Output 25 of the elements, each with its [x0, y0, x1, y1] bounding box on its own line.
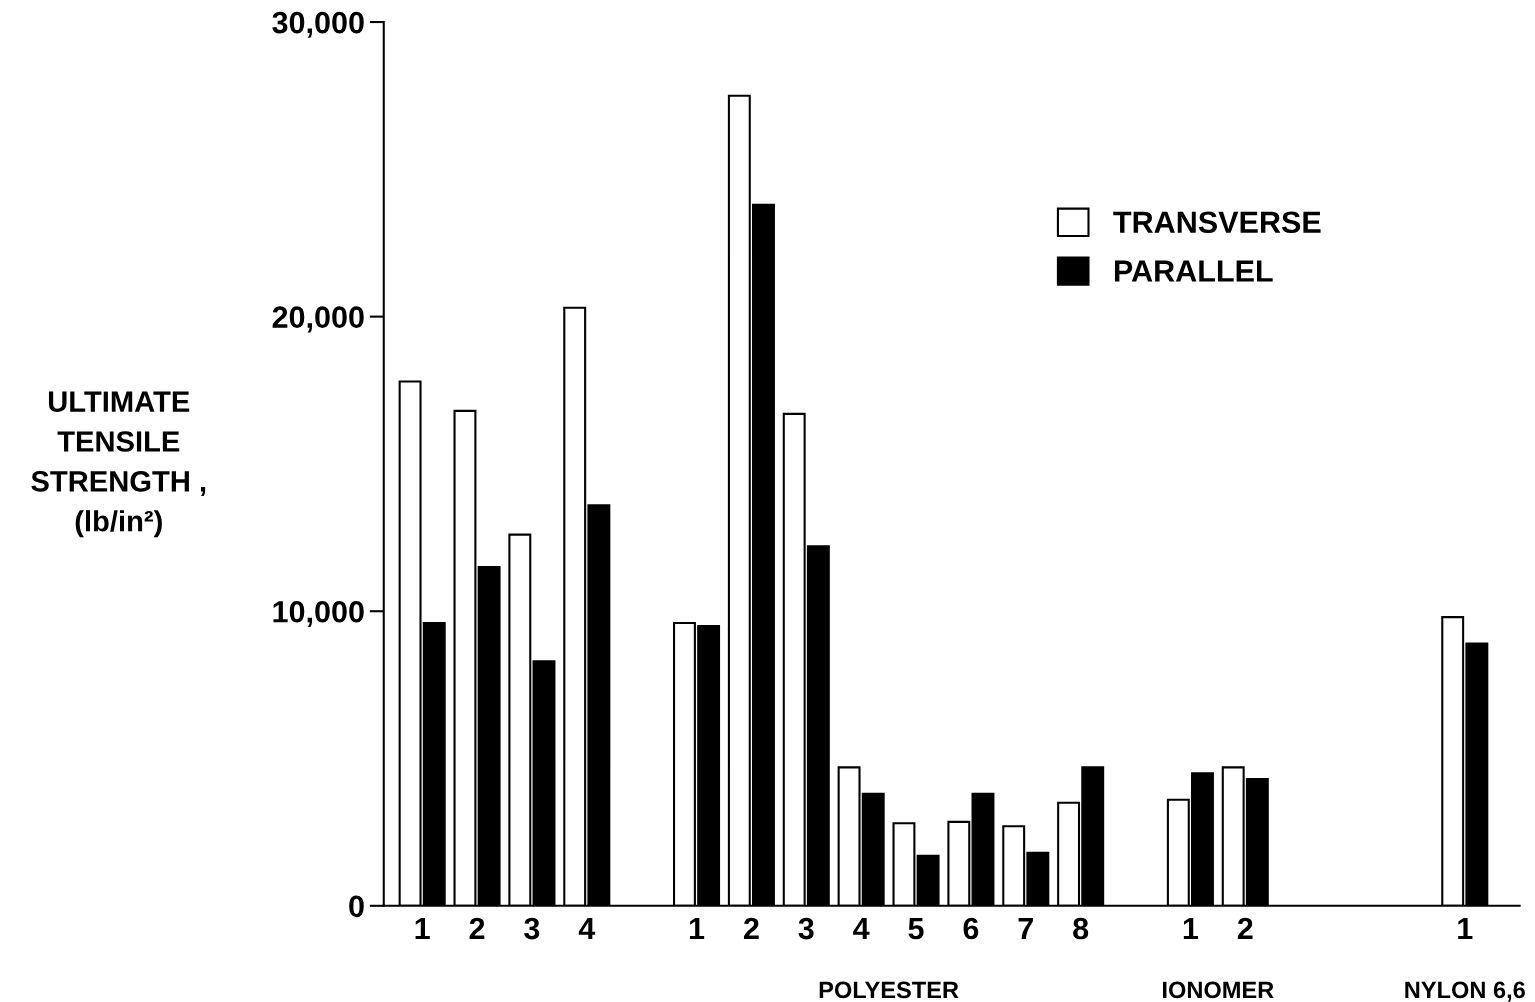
x-tick-label: 8	[1073, 917, 1089, 940]
y-tick-label: 10,000	[273, 600, 364, 628]
y-tick-label: 30,000	[272, 11, 364, 38]
x-tick-label: 1	[689, 918, 705, 940]
x-tick-label: 4	[578, 918, 596, 940]
text: IONOMER	[1163, 981, 1274, 999]
y-tick-label: 20,000	[272, 306, 364, 333]
x-tick-label: 3	[798, 917, 814, 940]
x-tick-label: 1	[1183, 918, 1199, 940]
x-tick-label: 3	[524, 917, 540, 940]
x-tick-label: 2	[469, 917, 485, 940]
x-tick-label: 7	[1018, 918, 1033, 940]
x-tick-label: 2	[1237, 917, 1253, 940]
x-tick-label: 6	[963, 917, 979, 940]
text: POLYESTER	[819, 981, 959, 999]
text: NYLON 6,6	[1405, 981, 1525, 1002]
legend-label: TRANSVERSE	[1113, 211, 1321, 234]
x-tick-label: 2	[743, 917, 759, 940]
x-tick-label: 4	[853, 918, 870, 940]
x-tick-label: 1	[415, 918, 430, 940]
legend-label: PARALLEL	[1114, 260, 1273, 282]
y-axis-title: ULTIMATE TENSILE STRENGTH , (lb/in²)	[31, 391, 206, 538]
x-tick-label: 5	[908, 918, 924, 940]
y-tick-label: 0	[349, 895, 364, 918]
x-tick-label: 1	[1458, 918, 1473, 940]
